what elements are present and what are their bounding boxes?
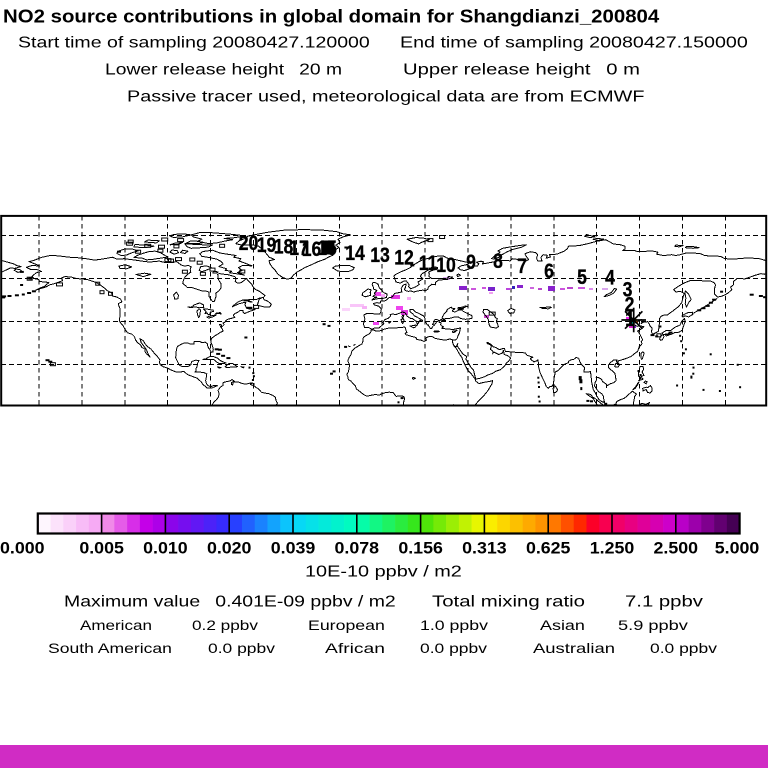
svg-text:NO2 source contributions in gl: NO2 source contributions in global domai…	[3, 6, 659, 27]
svg-text:0.010: 0.010	[143, 538, 188, 558]
svg-text:0.005: 0.005	[79, 538, 124, 558]
svg-text:20: 20	[239, 232, 259, 256]
svg-text:End time of sampling 20080427.: End time of sampling 20080427.150000	[400, 33, 748, 50]
svg-text:11: 11	[419, 252, 438, 276]
svg-text:9: 9	[466, 251, 476, 275]
svg-text:Lower release height 20 m: Lower release height 20 m	[105, 60, 342, 78]
svg-text:19: 19	[257, 234, 277, 258]
svg-text:European: European	[308, 619, 385, 634]
svg-text:4: 4	[605, 266, 615, 290]
svg-text:0.039: 0.039	[271, 538, 316, 558]
svg-text:0.078: 0.078	[335, 538, 380, 558]
svg-text:10: 10	[436, 254, 456, 278]
svg-text:13: 13	[370, 244, 390, 268]
svg-text:Total mixing ratio: Total mixing ratio	[432, 593, 585, 610]
svg-text:American: American	[80, 619, 152, 634]
svg-text:16: 16	[302, 238, 322, 262]
svg-text:0.313: 0.313	[462, 538, 507, 558]
svg-text:2.500: 2.500	[654, 538, 699, 558]
svg-text:Upper release height 0 m: Upper release height 0 m	[403, 61, 640, 78]
svg-text:South American: South American	[48, 642, 172, 657]
svg-text:0.020: 0.020	[207, 538, 252, 558]
svg-text:7.1 ppbv: 7.1 ppbv	[625, 593, 703, 610]
svg-text:10E-10 ppbv / m2: 10E-10 ppbv / m2	[305, 563, 462, 580]
svg-text:8: 8	[493, 250, 503, 274]
svg-text:Maximum value 0.401E-09 ppbv: Maximum value 0.401E-09 ppbv / m2	[64, 592, 396, 610]
svg-text:0.000: 0.000	[0, 538, 45, 558]
svg-text:12: 12	[394, 246, 414, 270]
svg-text:0.0 ppbv: 0.0 ppbv	[420, 642, 487, 657]
svg-text:0.0 ppbv: 0.0 ppbv	[650, 642, 717, 657]
svg-text:0.0 ppbv: 0.0 ppbv	[208, 642, 275, 657]
svg-text:14: 14	[345, 242, 365, 266]
svg-text:5.000: 5.000	[715, 538, 760, 558]
svg-text:Australian: Australian	[533, 641, 615, 656]
svg-text:Passive tracer used, meteorolo: Passive tracer used, meteorological data…	[127, 87, 645, 104]
svg-text:1.0 ppbv: 1.0 ppbv	[420, 619, 488, 634]
svg-text:6: 6	[544, 260, 554, 284]
svg-text:0.2 ppbv: 0.2 ppbv	[192, 619, 258, 634]
svg-text:0.156: 0.156	[398, 538, 443, 558]
svg-text:African: African	[325, 641, 385, 656]
svg-text:1.250: 1.250	[590, 538, 635, 558]
svg-text:2: 2	[625, 293, 635, 317]
svg-text:7: 7	[517, 255, 527, 279]
svg-text:3: 3	[623, 278, 633, 302]
svg-text:18: 18	[274, 235, 294, 259]
svg-text:Start time of sampling 2008042: Start time of sampling 20080427.120000	[18, 33, 370, 51]
svg-text:Asian: Asian	[540, 619, 585, 633]
svg-text:0.625: 0.625	[526, 538, 571, 558]
svg-text:5: 5	[577, 266, 587, 290]
svg-text:5.9 ppbv: 5.9 ppbv	[618, 618, 688, 633]
svg-text:17: 17	[289, 237, 309, 261]
